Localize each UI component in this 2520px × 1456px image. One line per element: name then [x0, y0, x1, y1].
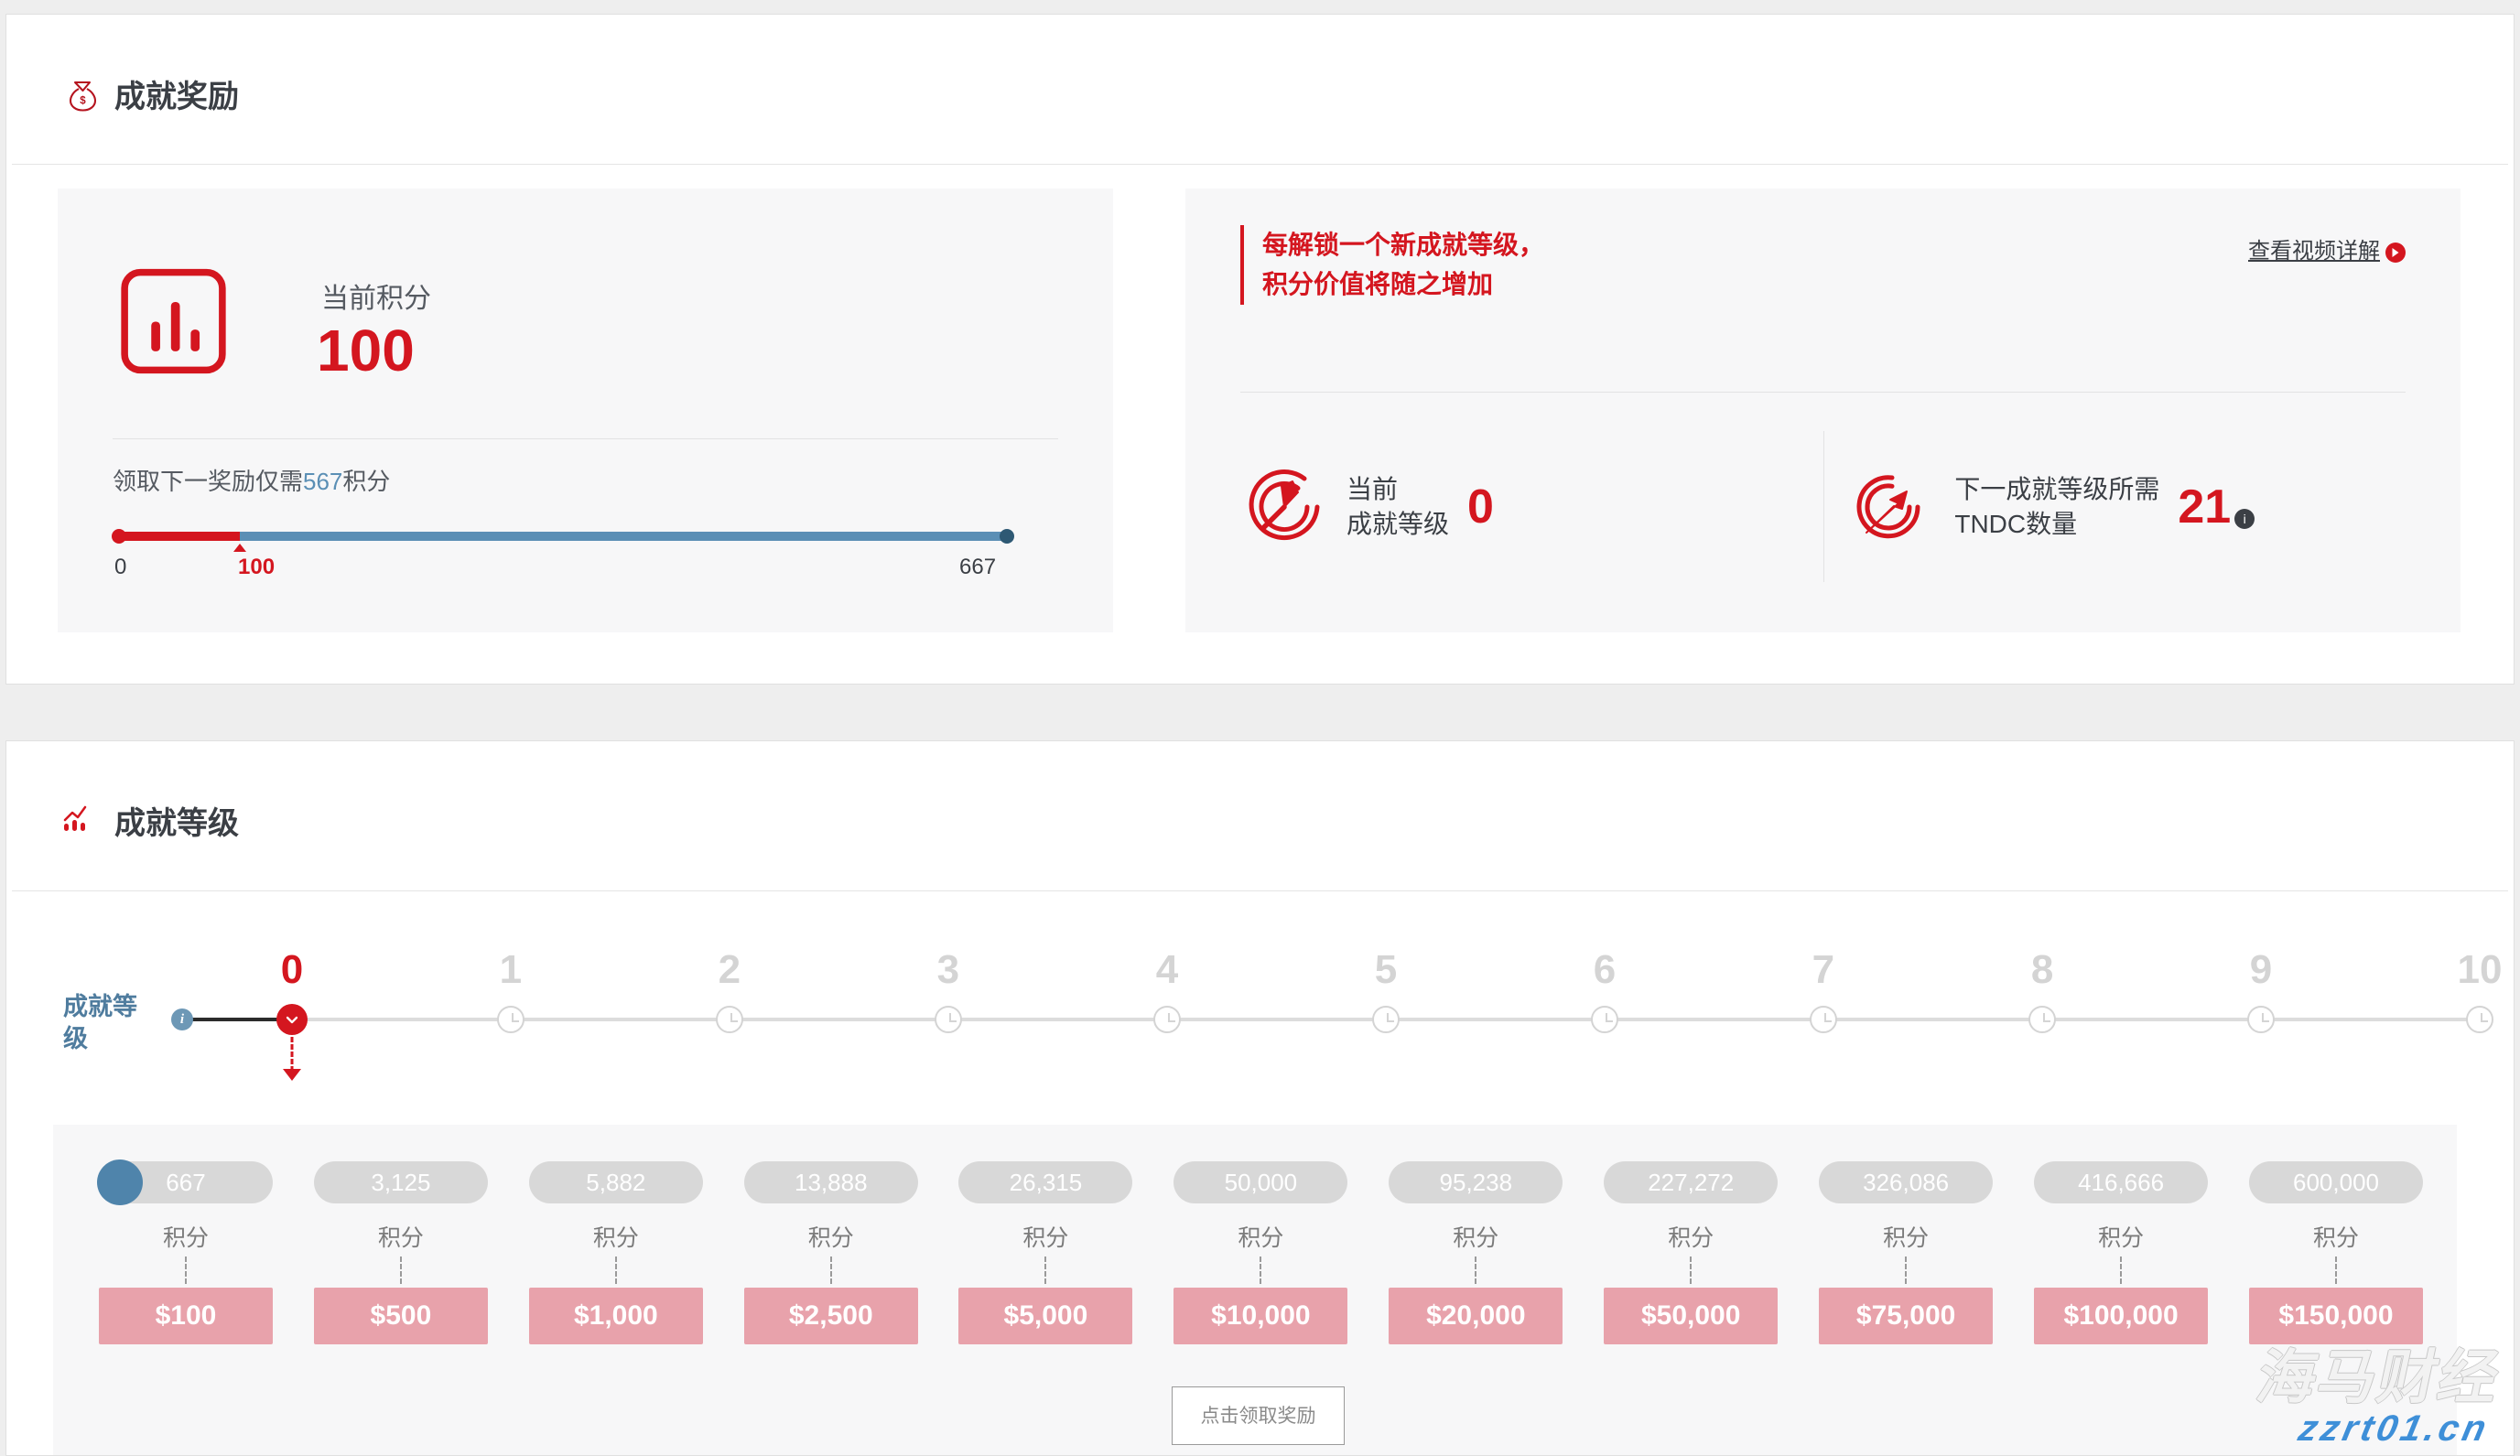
svg-text:$: $: [80, 95, 86, 106]
